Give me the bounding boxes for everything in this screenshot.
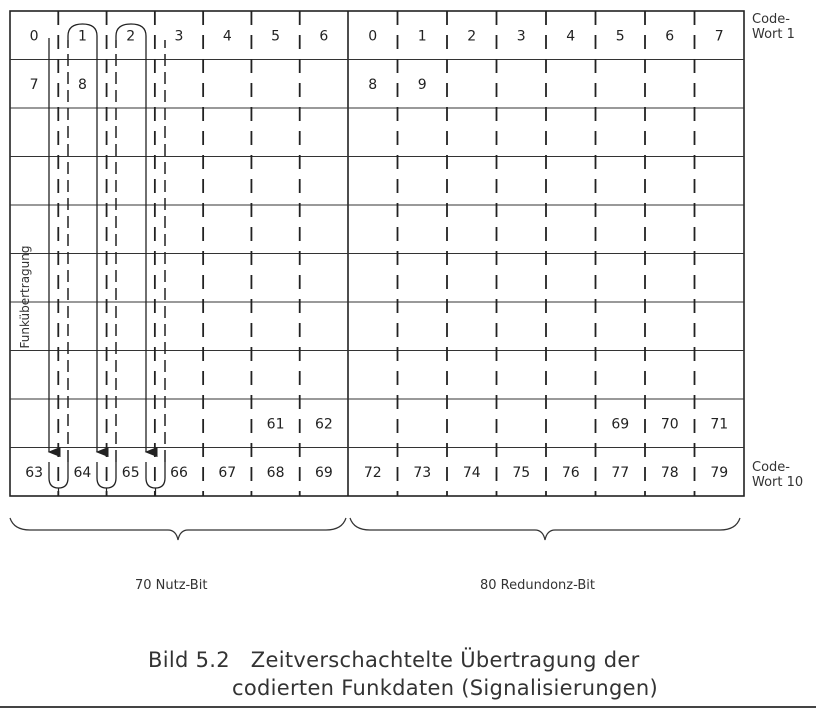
redundancy-bit-cell: 72 [364, 465, 382, 481]
useful-bit-cell: 8 [78, 77, 87, 93]
redundancy-bit-cell: 74 [463, 465, 481, 481]
redundancy-bit-cell: 7 [715, 28, 724, 44]
useful-bit-cell: 62 [315, 416, 333, 432]
redundancy-bit-cell: 4 [566, 28, 575, 44]
redundancy-bit-cell: 70 [661, 416, 679, 432]
useful-bit-cell: 69 [315, 465, 333, 481]
useful-bit-cell: 4 [223, 28, 232, 44]
useful-bit-cell: 7 [30, 77, 39, 93]
caption-line-2: codierten Funkdaten (Signalisierungen) [232, 676, 658, 700]
redundancy-bit-cell: 2 [467, 28, 476, 44]
arrow-top-loop [115, 23, 147, 40]
useful-bit-cell: 5 [271, 28, 280, 44]
useful-bits-brace [9, 517, 347, 541]
redundancy-bit-cell: 79 [710, 465, 728, 481]
useful-bit-cell: 0 [30, 28, 39, 44]
redundancy-bit-cell: 77 [611, 465, 629, 481]
redundancy-bit-cell: 8 [368, 77, 377, 93]
useful-bit-cell: 67 [218, 465, 236, 481]
useful-bits-label: 70 Nutz-Bit [135, 578, 208, 593]
redundancy-bit-cell: 3 [517, 28, 526, 44]
redundancy-bit-cell: 76 [562, 465, 580, 481]
transmission-label: Funkübertragung [18, 245, 32, 349]
redundancy-bit-cell: 0 [368, 28, 377, 44]
redundancy-bit-cell: 1 [418, 28, 427, 44]
useful-bit-cell: 3 [175, 28, 184, 44]
useful-bit-cell: 6 [319, 28, 328, 44]
codeword-10-label: Code- Wort 10 [752, 460, 804, 490]
redundancy-bit-cell: 75 [512, 465, 530, 481]
redundancy-bit-cell: 69 [611, 416, 629, 432]
useful-bit-cell: 66 [170, 465, 188, 481]
useful-bit-cell: 61 [267, 416, 285, 432]
useful-bit-cell: 63 [25, 465, 43, 481]
codeword-1-label: Code- Wort 1 [752, 12, 795, 42]
useful-bit-cell: 1 [78, 28, 87, 44]
redundancy-bits-label: 80 Redundonz-Bit [480, 578, 595, 593]
redundancy-bit-cell: 78 [661, 465, 679, 481]
redundancy-bit-cell: 9 [418, 77, 427, 93]
redundancy-bit-cell: 73 [413, 465, 431, 481]
useful-bit-cell: 65 [122, 465, 140, 481]
useful-bit-cell: 68 [267, 465, 285, 481]
redundancy-bit-cell: 6 [665, 28, 674, 44]
arrow-top-loop [67, 23, 98, 40]
useful-bit-cell: 64 [74, 465, 92, 481]
useful-bit-cell: 2 [126, 28, 135, 44]
redundancy-bits-brace [349, 517, 741, 541]
redundancy-bit-cell: 71 [710, 416, 728, 432]
caption-line-1: Bild 5.2 Zeitverschachtelte Übertragung … [148, 648, 640, 672]
redundancy-bit-cell: 5 [616, 28, 625, 44]
